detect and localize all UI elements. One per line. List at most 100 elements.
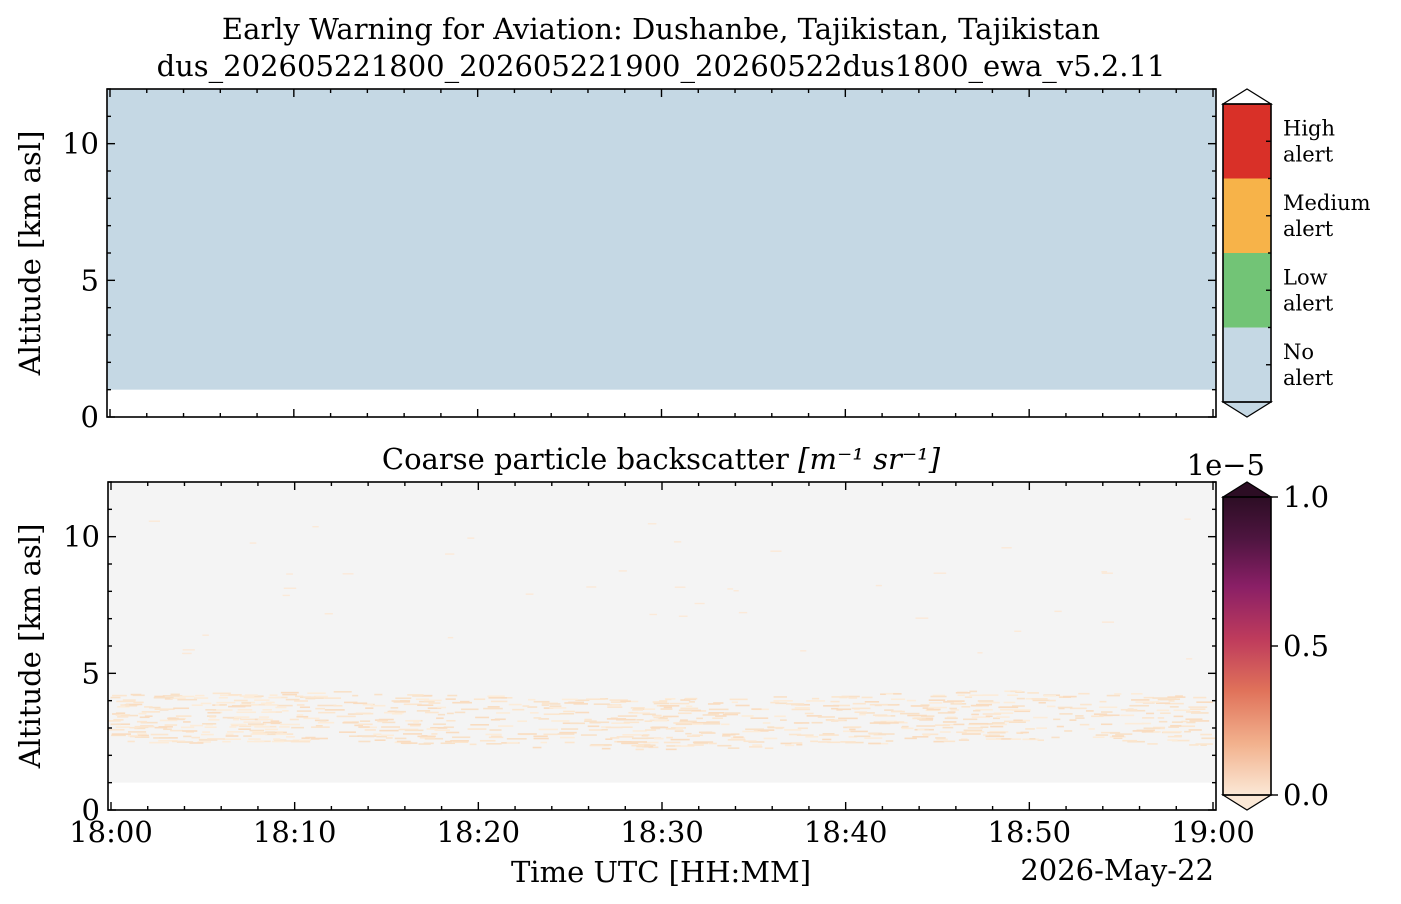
alert-colorbar: High alert Medium alert Low alert No alert [1220, 88, 1371, 418]
backscatter-speckle [1167, 696, 1186, 698]
backscatter-speckle [921, 715, 935, 717]
backscatter-speckle [917, 728, 925, 731]
alert-colorbar-block [1223, 327, 1271, 402]
backscatter-speckle [1168, 726, 1180, 728]
backscatter-speckle [1101, 714, 1120, 717]
backscatter-speckle [942, 726, 954, 729]
backscatter-speckle [663, 706, 673, 709]
backscatter-speckle [712, 717, 724, 720]
alert-y-ticks: 0 5 10 [62, 88, 1216, 434]
backscatter-speckle [575, 699, 590, 702]
backscatter-speckle [861, 696, 873, 699]
backscatter-speckle [264, 728, 278, 731]
backscatter-speckle [1027, 692, 1039, 694]
backscatter-speckle [216, 701, 236, 704]
backscatter-speckle [694, 602, 705, 605]
backscatter-speckle [219, 704, 227, 706]
backscatter-speckle [920, 704, 930, 706]
backscatter-speckle [957, 691, 968, 694]
backscatter-speckle [488, 736, 504, 739]
backscatter-speckle [512, 708, 525, 711]
backscatter-speckle [506, 738, 527, 740]
backscatter-speckle [454, 711, 466, 714]
backscatter-speckle [971, 716, 990, 718]
backscatter-speckle [891, 698, 906, 701]
backscatter-speckle [642, 734, 650, 736]
backscatter-speckle [912, 736, 929, 738]
backscatter-speckle [817, 716, 835, 718]
backscatter-aerosol-layer [108, 518, 1216, 751]
backscatter-speckle [642, 745, 654, 748]
backscatter-speckle [110, 696, 121, 699]
backscatter-speckle [611, 704, 620, 707]
backscatter-speckle [342, 721, 358, 724]
backscatter-speckle [648, 746, 659, 749]
backscatter-speckle [818, 741, 831, 743]
backscatter-speckle [1075, 715, 1084, 717]
backscatter-speckle [319, 719, 327, 722]
backscatter-speckle [1186, 711, 1201, 713]
backscatter-speckle [1056, 725, 1064, 728]
backscatter-speckle [913, 717, 933, 719]
backscatter-speckle [352, 694, 359, 697]
backscatter-speckle [244, 694, 258, 696]
backscatter-speckle [395, 697, 412, 700]
backscatter-x-tick-label: 18:30 [620, 815, 704, 849]
backscatter-speckle [947, 700, 965, 702]
backscatter-speckle [388, 710, 397, 713]
backscatter-speckle [949, 707, 957, 710]
backscatter-speckle [1057, 706, 1073, 709]
backscatter-speckle [381, 734, 394, 737]
backscatter-speckle [154, 708, 175, 711]
backscatter-speckle [423, 742, 434, 745]
backscatter-speckle [568, 701, 585, 704]
backscatter-speckle [1080, 703, 1092, 706]
backscatter-speckle [485, 733, 502, 736]
backscatter-speckle [262, 708, 272, 711]
backscatter-speckle [250, 733, 268, 735]
backscatter-speckle [708, 712, 725, 714]
backscatter-speckle [1152, 701, 1160, 703]
backscatter-speckle [763, 737, 778, 740]
backscatter-speckle [231, 705, 252, 707]
backscatter-speckle [589, 744, 610, 747]
backscatter-speckle [445, 698, 456, 700]
backscatter-x-axis-label: Time UTC [HH:MM] [511, 855, 811, 889]
backscatter-speckle [967, 727, 984, 729]
backscatter-speckle [1190, 712, 1209, 714]
backscatter-speckle [559, 712, 575, 715]
backscatter-y-tick-label: 5 [82, 656, 100, 690]
backscatter-speckle [333, 704, 343, 707]
backscatter-speckle [653, 716, 660, 719]
backscatter-speckle [252, 731, 270, 734]
backscatter-speckle [108, 728, 125, 731]
backscatter-speckle [407, 723, 422, 726]
backscatter-speckle [741, 715, 754, 717]
backscatter-y-tick-label: 10 [63, 520, 100, 554]
backscatter-speckle [643, 741, 659, 744]
backscatter-speckle [1038, 701, 1046, 704]
backscatter-speckle [1058, 707, 1065, 710]
backscatter-speckle [202, 722, 217, 725]
backscatter-speckle [584, 720, 597, 723]
backscatter-speckle [679, 720, 697, 723]
backscatter-speckle [182, 730, 198, 732]
backscatter-speckle [557, 733, 575, 735]
backscatter-speckle [868, 742, 881, 745]
backscatter-speckle [209, 716, 216, 719]
backscatter-speckle [445, 740, 452, 743]
backscatter-speckle [887, 704, 898, 706]
figure-title-line2: dus_202605221800_202605221900_20260522du… [157, 49, 1166, 84]
backscatter-speckle [381, 726, 401, 728]
backscatter-speckle [1147, 743, 1158, 745]
backscatter-speckle [775, 702, 788, 705]
backscatter-speckle [1085, 710, 1094, 712]
backscatter-speckle [569, 722, 585, 725]
backscatter-speckle [1048, 699, 1056, 702]
backscatter-speckle [305, 736, 316, 739]
backscatter-speckle [1051, 736, 1060, 739]
backscatter-speckle [1167, 735, 1182, 738]
backscatter-speckle [271, 740, 285, 743]
backscatter-speckle [115, 714, 131, 716]
backscatter-speckle [875, 584, 882, 587]
